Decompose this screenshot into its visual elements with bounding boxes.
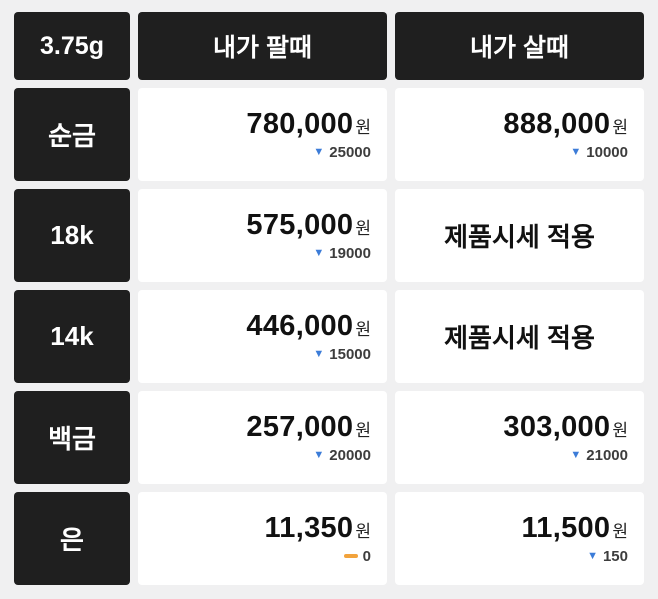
triangle-down-icon: ▼: [570, 448, 582, 461]
cell-silver-sell: 11,350 원 0: [138, 492, 387, 585]
cell-18k-buy: 제품시세 적용: [395, 189, 644, 282]
triangle-down-icon: ▼: [313, 246, 325, 259]
row-label-text: 순금: [48, 121, 96, 151]
change-line: ▼ 21000: [570, 448, 628, 463]
change-value: 21000: [586, 446, 628, 464]
product-price-note: 제품시세 적용: [444, 323, 595, 353]
change-value: 0: [362, 547, 371, 565]
cell-14k-buy: 제품시세 적용: [395, 290, 644, 383]
change-value: 15000: [329, 345, 371, 363]
price-unit: 원: [612, 117, 628, 137]
change-value: 19000: [329, 244, 371, 262]
flat-dash-icon: [343, 554, 358, 558]
price-value: 11,500: [521, 511, 611, 544]
price-value: 11,350: [264, 511, 354, 544]
change-line: ▼ 25000: [313, 145, 371, 160]
product-price-note: 제품시세 적용: [444, 222, 595, 252]
triangle-down-icon: ▼: [313, 347, 325, 360]
change-value: 150: [602, 547, 628, 565]
row-label-text: 18k: [50, 220, 94, 250]
header-sell: 내가 팔때: [138, 12, 387, 80]
price-line: 446,000 원: [246, 309, 371, 342]
price-value: 303,000: [503, 410, 611, 443]
price-unit: 원: [355, 319, 371, 339]
cell-platinum-sell: 257,000 원 ▼ 20000: [138, 391, 387, 484]
row-label-text: 은: [60, 525, 84, 555]
price-value: 446,000: [246, 309, 354, 342]
price-value: 575,000: [246, 208, 354, 241]
price-value: 780,000: [246, 107, 354, 140]
cell-18k-sell: 575,000 원 ▼ 19000: [138, 189, 387, 282]
change-line: ▼ 150: [587, 549, 628, 564]
price-line: 257,000 원: [246, 410, 371, 443]
buy-column-label: 내가 살때: [470, 34, 569, 62]
price-unit: 원: [355, 117, 371, 137]
weight-label: 3.75g: [40, 31, 104, 60]
price-unit: 원: [355, 218, 371, 238]
change-line: ▼ 19000: [313, 246, 371, 261]
triangle-down-icon: ▼: [313, 145, 325, 158]
cell-platinum-buy: 303,000 원 ▼ 21000: [395, 391, 644, 484]
row-label-18k: 18k: [14, 189, 130, 282]
cell-silver-buy: 11,500 원 ▼ 150: [395, 492, 644, 585]
row-label-silver: 은: [14, 492, 130, 585]
change-value: 10000: [586, 143, 628, 161]
price-value: 888,000: [503, 107, 611, 140]
row-label-14k: 14k: [14, 290, 130, 383]
cell-puregold-sell: 780,000 원 ▼ 25000: [138, 88, 387, 181]
change-value: 20000: [329, 446, 371, 464]
cell-puregold-buy: 888,000 원 ▼ 10000: [395, 88, 644, 181]
price-unit: 원: [355, 521, 371, 541]
change-value: 25000: [329, 143, 371, 161]
change-line: ▼ 20000: [313, 448, 371, 463]
price-unit: 원: [355, 420, 371, 440]
triangle-down-icon: ▼: [313, 448, 325, 461]
price-unit: 원: [612, 521, 628, 541]
price-line: 780,000 원: [246, 107, 371, 140]
price-line: 11,350 원: [264, 511, 371, 544]
price-unit: 원: [612, 420, 628, 440]
row-label-text: 14k: [50, 321, 94, 351]
change-line: 0: [343, 547, 371, 565]
row-label-platinum: 백금: [14, 391, 130, 484]
row-label-text: 백금: [48, 424, 96, 454]
price-line: 303,000 원: [503, 410, 628, 443]
sell-column-label: 내가 팔때: [213, 34, 312, 62]
price-line: 575,000 원: [246, 208, 371, 241]
header-buy: 내가 살때: [395, 12, 644, 80]
row-label-puregold: 순금: [14, 88, 130, 181]
price-line: 11,500 원: [521, 511, 628, 544]
triangle-down-icon: ▼: [587, 549, 598, 562]
change-line: ▼ 10000: [570, 145, 628, 160]
change-line: ▼ 15000: [313, 347, 371, 362]
triangle-down-icon: ▼: [570, 145, 582, 158]
price-line: 888,000 원: [503, 107, 628, 140]
header-weight: 3.75g: [14, 12, 130, 80]
price-value: 257,000: [246, 410, 354, 443]
cell-14k-sell: 446,000 원 ▼ 15000: [138, 290, 387, 383]
